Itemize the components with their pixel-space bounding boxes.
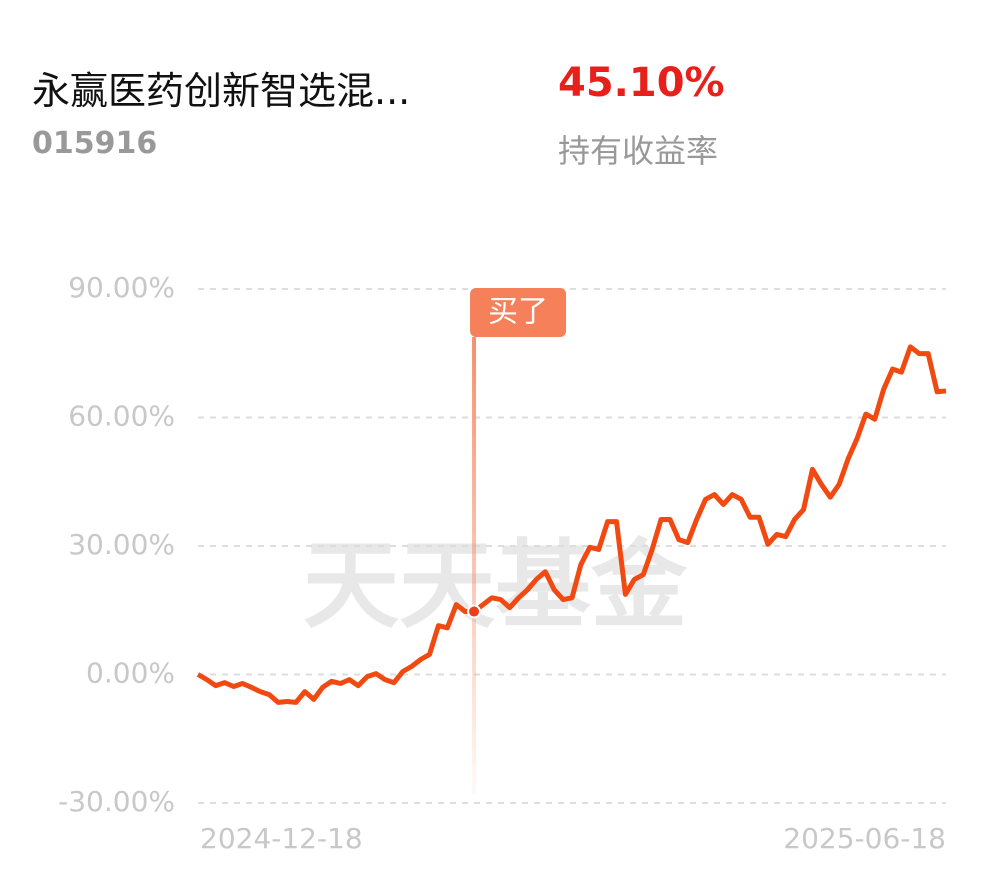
buy-label-box [470, 288, 567, 337]
line-series [196, 344, 947, 705]
fund-title: 永赢医药创新智选混... [32, 69, 411, 113]
y-tick-label: 0.00% [86, 657, 175, 690]
return-value: 45.10% [558, 60, 725, 106]
buy-point [467, 604, 482, 619]
x-tick-label: 2024-12-18 [200, 822, 363, 855]
y-tick-label: 60.00% [68, 400, 175, 433]
x-tick-label: 2025-06-18 [783, 822, 946, 855]
y-tick-label: 90.00% [68, 271, 175, 304]
fund-code: 015916 [32, 126, 158, 161]
y-tick-label: 30.00% [68, 528, 175, 561]
buy-label: 买了 [488, 295, 548, 330]
y-tick-label: -30.00% [58, 785, 175, 818]
return-label: 持有收益率 [558, 132, 719, 170]
buy-line [472, 337, 477, 795]
